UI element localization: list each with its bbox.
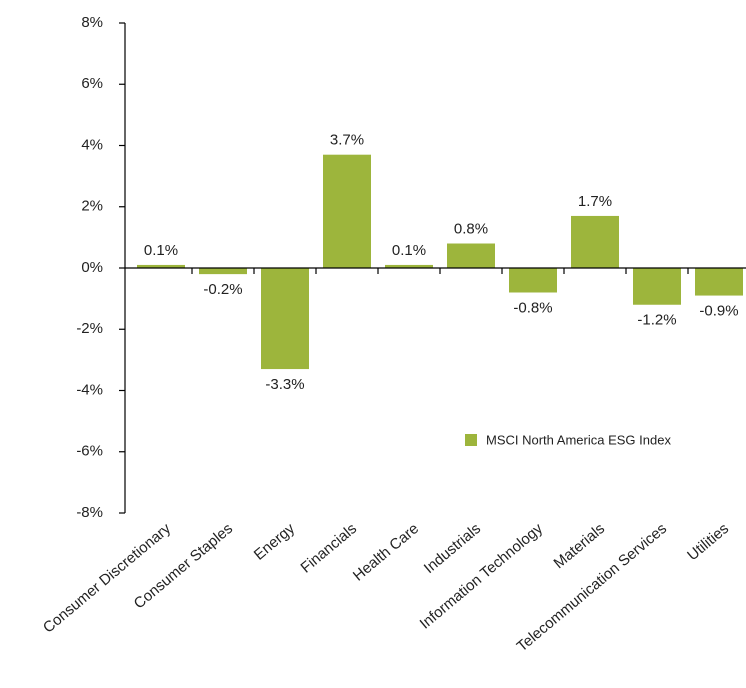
y-tick-label: -2%: [76, 320, 103, 337]
x-tick-label: Energy: [251, 520, 299, 564]
bar: [385, 264, 433, 268]
y-tick-label: 6%: [81, 75, 103, 92]
bar: [261, 268, 309, 370]
x-tick-label: Financials: [297, 520, 360, 576]
y-tick-label: -8%: [76, 504, 103, 521]
data-label: 3.7%: [330, 132, 364, 149]
legend-label: MSCI North America ESG Index: [486, 432, 671, 447]
data-label: 1.7%: [578, 193, 612, 210]
x-tick-label: Materials: [551, 520, 609, 572]
bar: [571, 215, 619, 268]
bar: [633, 268, 681, 305]
y-tick-label: 8%: [81, 14, 103, 31]
bar: [695, 268, 743, 296]
bar: [447, 243, 495, 268]
data-label: -0.9%: [699, 303, 738, 320]
data-label: -1.2%: [637, 312, 676, 329]
y-tick-label: -4%: [76, 381, 103, 398]
bar: [199, 268, 247, 275]
x-tick-label: Utilities: [684, 520, 732, 564]
y-tick-label: 2%: [81, 198, 103, 215]
bar: [509, 268, 557, 293]
bar: [137, 264, 185, 268]
data-label: -3.3%: [265, 376, 304, 393]
y-tick-label: -6%: [76, 443, 103, 460]
bar: [323, 154, 371, 268]
data-label: -0.8%: [513, 299, 552, 316]
x-tick-label: Information Technology: [417, 520, 547, 633]
y-tick-label: 4%: [81, 136, 103, 153]
y-tick-label: 0%: [81, 259, 103, 276]
data-label: 0.1%: [392, 242, 426, 259]
x-tick-label: Health Care: [350, 520, 422, 584]
x-tick-label: Consumer Discretionary: [40, 520, 175, 637]
x-tick-label: Industrials: [421, 520, 484, 577]
legend-swatch: [465, 434, 477, 446]
data-label: 0.1%: [144, 242, 178, 259]
data-label: -0.2%: [203, 281, 242, 298]
data-label: 0.8%: [454, 220, 488, 237]
